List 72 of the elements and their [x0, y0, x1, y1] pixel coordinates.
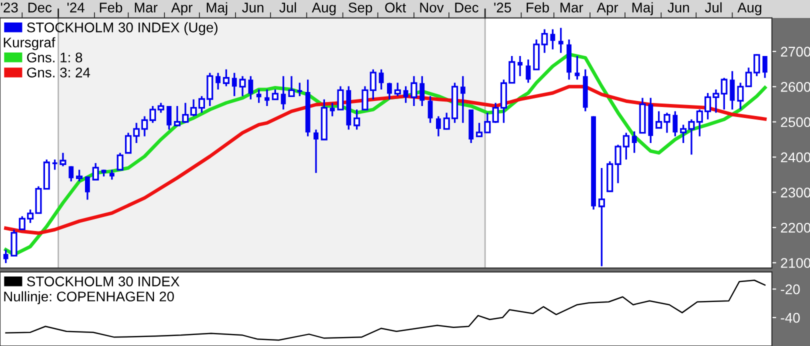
- x-tick-label: Apr: [596, 2, 618, 16]
- x-tick-label: Maj: [632, 2, 653, 16]
- candlestick: [436, 115, 441, 138]
- x-tick-label: '23: [0, 2, 18, 12]
- y-tick-label: -40: [780, 312, 800, 323]
- legend-label: STOCKHOLM 30 INDEX: [27, 276, 180, 286]
- x-tick-label: '24: [67, 2, 84, 12]
- candlestick: [256, 88, 262, 104]
- candlestick: [541, 28, 548, 54]
- candlestick: [378, 68, 384, 90]
- x-tick-label: Mar: [134, 2, 158, 12]
- candlestick: [762, 55, 768, 79]
- x-tick-label: Jun: [242, 2, 264, 12]
- candlestick: [166, 105, 172, 130]
- candlestick: [526, 58, 531, 84]
- candlestick: [222, 68, 230, 88]
- candlestick: [337, 85, 344, 110]
- y-tick-label: -20: [780, 284, 800, 294]
- candlestick: [297, 82, 302, 97]
- candlestick: [632, 130, 637, 154]
- candlestick: [10, 228, 18, 258]
- x-tick-label: Nov: [420, 2, 444, 12]
- candlestick: [354, 108, 360, 130]
- candlestick: [248, 75, 254, 100]
- x-tick-label: Mar: [560, 2, 584, 12]
- x-tick-label: Jul: [279, 2, 296, 12]
- x-tick-label: Jun: [668, 2, 689, 12]
- candlestick: [550, 28, 556, 50]
- x-tick-label: Apr: [171, 2, 192, 16]
- legend-label: Gns. 3: 24: [27, 68, 90, 78]
- candlestick: [420, 75, 425, 107]
- candlestick: [280, 75, 286, 110]
- legend-label: Gns. 1: 8: [27, 52, 82, 62]
- candlestick: [116, 152, 124, 171]
- x-tick-label: Aug: [312, 2, 336, 16]
- line-series: [4, 84, 767, 235]
- x-tick-label: Dec: [455, 2, 478, 12]
- candlestick: [288, 75, 295, 97]
- annotation: Nullinje: COPENHAGEN 20: [4, 291, 174, 304]
- candlestick: [403, 85, 408, 104]
- candlestick: [109, 168, 114, 180]
- candlestick: [394, 82, 401, 97]
- candlestick: [76, 168, 83, 182]
- x-tick-label: Okt: [385, 2, 406, 12]
- candlestick: [672, 110, 678, 138]
- candlestick: [3, 248, 8, 264]
- legend-label: STOCKHOLM 30 INDEX (Uge): [27, 22, 218, 36]
- candlestick: [92, 162, 99, 180]
- x-tick-label: Feb: [100, 2, 122, 12]
- x-tick-label: Feb: [526, 2, 549, 12]
- candlestick: [737, 82, 744, 110]
- x-tick-label: Maj: [206, 2, 228, 16]
- candlestick: [272, 88, 278, 100]
- candlestick: [410, 75, 418, 107]
- candlestick: [232, 72, 237, 97]
- candlestick: [460, 75, 466, 124]
- candlestick: [68, 165, 74, 182]
- x-tick-label: Jul: [704, 2, 722, 12]
- candlestick: [239, 75, 246, 97]
- candlestick: [330, 102, 335, 118]
- x-tick-label: Aug: [737, 2, 762, 16]
- x-tick-label: '25: [494, 2, 512, 12]
- candlestick: [574, 55, 580, 80]
- x-tick-label: Dec: [28, 2, 52, 12]
- candlestick: [558, 27, 564, 54]
- candlestick: [518, 55, 523, 77]
- candlestick: [720, 77, 728, 110]
- candlestick: [730, 70, 735, 110]
- candlestick: [60, 152, 66, 168]
- candlestick: [428, 95, 433, 124]
- x-tick-label: Sep: [348, 2, 372, 16]
- legend-title: Kursgraf: [4, 37, 56, 50]
